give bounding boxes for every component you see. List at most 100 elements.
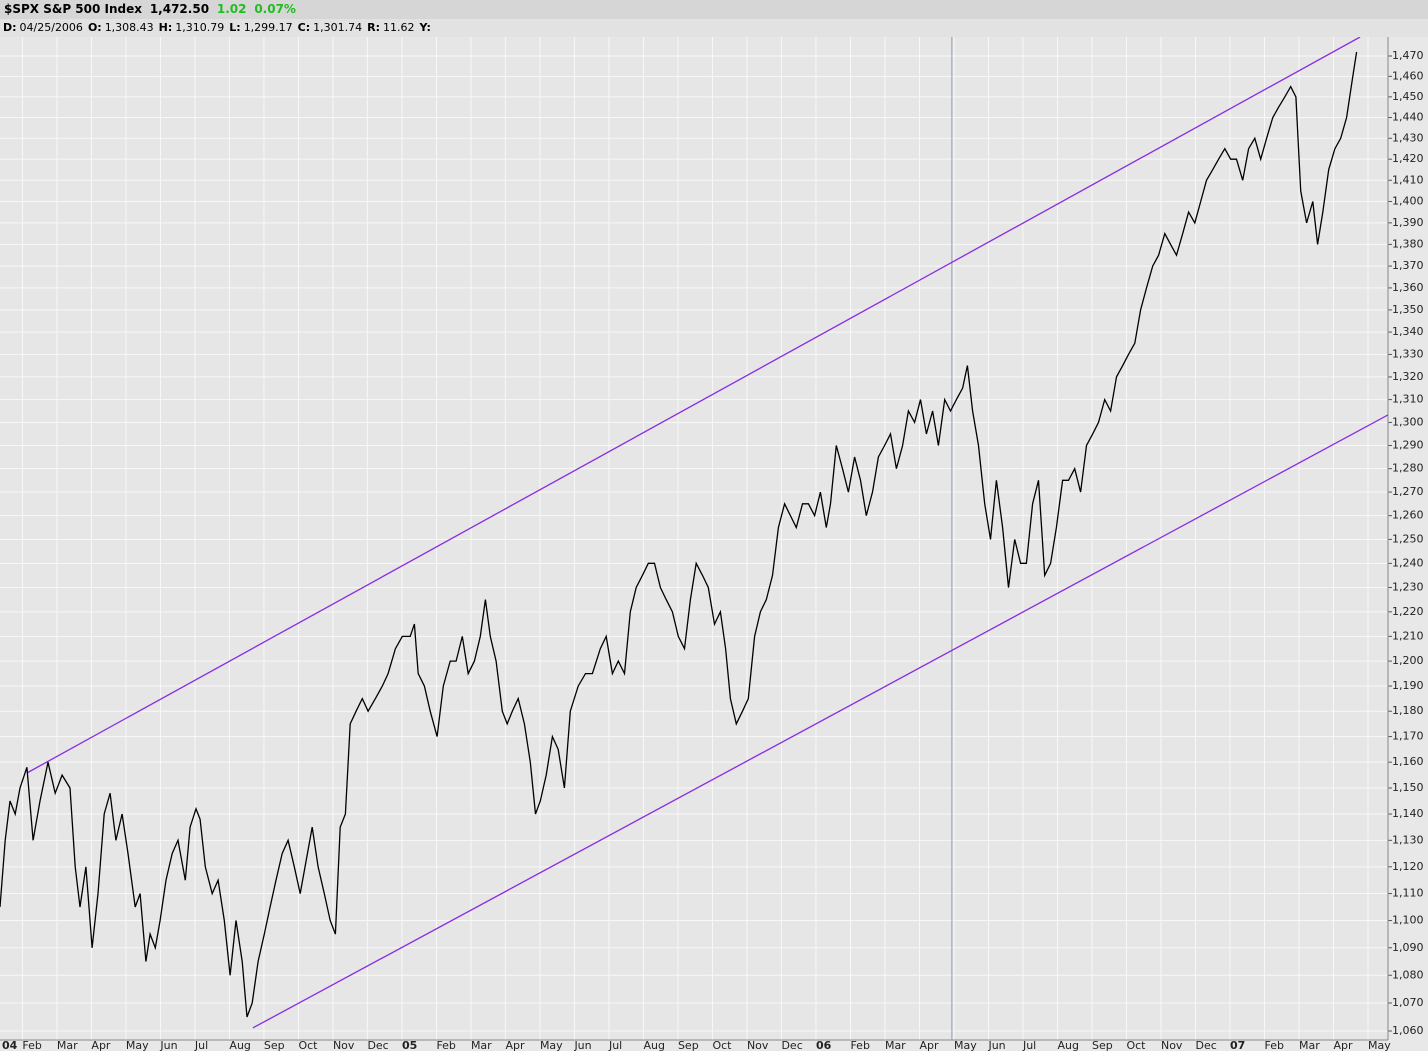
x-tick-label: Dec: [367, 1039, 388, 1051]
y-tick-label: 1,130: [1392, 833, 1424, 846]
x-tick-label: May: [1368, 1039, 1391, 1051]
symbol-title: $SPX S&P 500 Index: [4, 2, 142, 16]
y-tick-label: 1,410: [1392, 173, 1424, 186]
x-tick-label: Apr: [505, 1039, 525, 1051]
y-tick-label: 1,140: [1392, 807, 1424, 820]
x-tick-label: Dec: [781, 1039, 802, 1051]
field-label: C:: [297, 21, 311, 34]
y-tick-label: 1,400: [1392, 194, 1424, 207]
price-line: [0, 51, 1358, 1018]
info-bar: D: 04/25/2006 O: 1,308.43 H: 1,310.79 L: 1,299.…: [0, 19, 1428, 37]
x-tick-label: Sep: [1092, 1039, 1113, 1051]
y-tick-label: 1,080: [1392, 968, 1424, 981]
x-tick-label: Nov: [1161, 1039, 1183, 1051]
x-tick-label: Nov: [333, 1039, 355, 1051]
field-value: 1,299.17: [243, 21, 293, 34]
trendline: [26, 37, 1361, 774]
field-label: H:: [158, 21, 173, 34]
x-tick-label: Apr: [1333, 1039, 1353, 1051]
x-tick-label: Mar: [471, 1039, 492, 1051]
x-tick-label: Aug: [643, 1039, 664, 1051]
title-bar: $SPX S&P 500 Index 1,472.50 1.02 0.07%: [0, 0, 1428, 19]
x-tick-label: Feb: [1264, 1039, 1283, 1051]
y-tick-label: 1,100: [1392, 914, 1424, 927]
x-tick-label: Oct: [1126, 1039, 1146, 1051]
y-tick-label: 1,110: [1392, 887, 1424, 900]
bottom-axis: [0, 1040, 1428, 1051]
y-tick-label: 1,240: [1392, 556, 1424, 569]
y-tick-label: 1,220: [1392, 605, 1424, 618]
field-value: 1,310.79: [175, 21, 225, 34]
y-tick-label: 1,150: [1392, 781, 1424, 794]
x-tick-label: Nov: [747, 1039, 769, 1051]
x-tick-label: Apr: [91, 1039, 111, 1051]
y-tick-label: 1,160: [1392, 755, 1424, 768]
y-tick-label: 1,230: [1392, 580, 1424, 593]
x-tick-label: Sep: [678, 1039, 699, 1051]
y-tick-label: 1,290: [1392, 438, 1424, 451]
x-tick-label: Jul: [608, 1039, 622, 1051]
y-tick-label: 1,340: [1392, 325, 1424, 338]
y-tick-label: 1,360: [1392, 281, 1424, 294]
y-tick-label: 1,200: [1392, 654, 1424, 667]
y-tick-label: 1,190: [1392, 679, 1424, 692]
y-tick-label: 1,210: [1392, 629, 1424, 642]
x-tick-label: Jun: [159, 1039, 177, 1051]
x-tick-label: 07: [1230, 1039, 1245, 1051]
y-tick-label: 1,310: [1392, 393, 1424, 406]
field-label: D:: [3, 21, 17, 34]
y-tick-label: 1,300: [1392, 415, 1424, 428]
field-value: 11.62: [383, 21, 415, 34]
y-tick-label: 1,260: [1392, 509, 1424, 522]
field-label: L:: [229, 21, 241, 34]
y-tick-label: 1,090: [1392, 941, 1424, 954]
y-tick-label: 1,120: [1392, 860, 1424, 873]
field-value: 1,308.43: [104, 21, 154, 34]
y-tick-label: 1,280: [1392, 462, 1424, 475]
x-tick-label: Aug: [229, 1039, 250, 1051]
x-tick-label: Mar: [57, 1039, 78, 1051]
x-tick-label: Apr: [919, 1039, 939, 1051]
x-tick-label: Jun: [987, 1039, 1005, 1051]
field-value: 1,301.74: [313, 21, 363, 34]
x-tick-label: Oct: [712, 1039, 732, 1051]
x-tick-label: 06: [816, 1039, 832, 1051]
x-tick-label: Jul: [194, 1039, 208, 1051]
x-tick-label: Feb: [436, 1039, 455, 1051]
x-tick-label: May: [954, 1039, 977, 1051]
y-tick-label: 1,170: [1392, 730, 1424, 743]
field-value: 04/25/2006: [19, 21, 83, 34]
x-tick-label: Jun: [573, 1039, 591, 1051]
y-tick-label: 1,320: [1392, 370, 1424, 383]
x-tick-label: May: [126, 1039, 149, 1051]
right-axis: [1388, 37, 1428, 1051]
x-tick-label: Dec: [1195, 1039, 1216, 1051]
field-label: R:: [367, 21, 381, 34]
x-tick-label: Feb: [22, 1039, 41, 1051]
change: 1.02: [216, 2, 247, 16]
y-tick-label: 1,450: [1392, 90, 1424, 103]
y-tick-label: 1,330: [1392, 347, 1424, 360]
x-tick-label: Mar: [1299, 1039, 1320, 1051]
last-price: 1,472.50: [149, 2, 210, 16]
y-tick-label: 1,460: [1392, 69, 1424, 82]
x-tick-label: 04: [2, 1039, 18, 1051]
y-tick-label: 1,350: [1392, 303, 1424, 316]
y-tick-label: 1,270: [1392, 485, 1424, 498]
y-tick-label: 1,430: [1392, 131, 1424, 144]
x-tick-label: Jul: [1022, 1039, 1036, 1051]
field-label: Y:: [419, 21, 431, 34]
y-tick-label: 1,070: [1392, 996, 1424, 1009]
y-tick-label: 1,180: [1392, 704, 1424, 717]
change-pct: 0.07%: [254, 2, 296, 16]
y-tick-label: 1,420: [1392, 152, 1424, 165]
x-tick-label: Oct: [298, 1039, 318, 1051]
x-tick-label: 05: [402, 1039, 417, 1051]
y-tick-label: 1,470: [1392, 49, 1424, 62]
x-tick-label: Feb: [850, 1039, 869, 1051]
x-tick-label: Aug: [1057, 1039, 1078, 1051]
y-tick-label: 1,440: [1392, 110, 1424, 123]
x-tick-label: Mar: [885, 1039, 906, 1051]
